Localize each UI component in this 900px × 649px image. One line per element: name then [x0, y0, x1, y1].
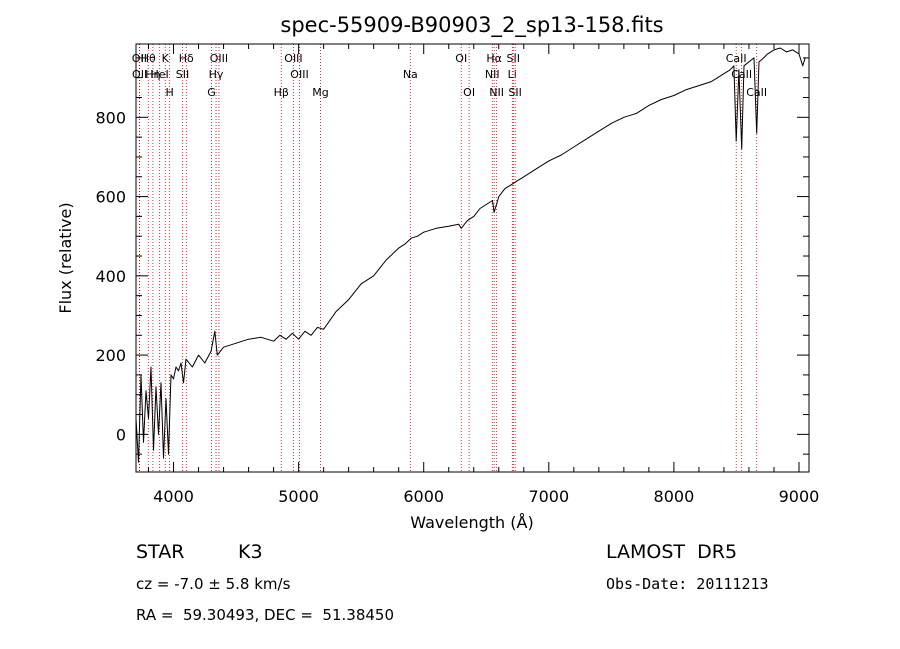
y-tick-label: 200 — [95, 346, 126, 365]
flux-line — [135, 47, 806, 463]
spectral-line-label: HeI — [150, 68, 168, 81]
spectral-line-label: OI — [463, 86, 475, 99]
object-class: STAR — [136, 541, 184, 563]
ra-dec: RA = 59.30493, DEC = 51.38450 — [136, 606, 394, 624]
survey-label: LAMOST DR5 — [606, 541, 737, 563]
spectral-line-label: Li — [508, 68, 517, 81]
spectral-line-label: Hβ — [274, 86, 289, 99]
x-tick-label: 9000 — [779, 487, 820, 506]
plot-frame — [135, 43, 810, 473]
spectral-line-label: Hα — [486, 52, 502, 65]
spectral-line-label: Hθ — [141, 52, 156, 65]
spectral-line-label: OIII — [290, 68, 308, 81]
y-tick-label: 800 — [95, 108, 126, 127]
spectral-line-label: CaII — [726, 52, 747, 65]
x-tick-label: 4000 — [153, 487, 194, 506]
x-axis-label: Wavelength (Å) — [410, 513, 533, 532]
spectral-line-label: SII — [507, 52, 520, 65]
y-tick-label: 400 — [95, 267, 126, 286]
spectral-line-label: Mg — [312, 86, 328, 99]
object-subclass: K3 — [238, 541, 263, 563]
x-tick-label: 8000 — [654, 487, 695, 506]
spectral-line-label: OI — [455, 52, 467, 65]
x-tick-label: 5000 — [278, 487, 319, 506]
spectral-line-label: H — [166, 86, 174, 99]
spectral-line-label: CaII — [731, 68, 752, 81]
spectral-line-label: CaII — [746, 86, 767, 99]
spectral-line-label: Na — [403, 68, 418, 81]
axis-ticks: 4000 5000 6000 7000 8000 9000 0 200 400 600 800 — [95, 44, 819, 506]
y-axis-label: Flux (relative) — [56, 202, 75, 313]
spectral-line-label: OIII — [210, 52, 228, 65]
obs-date: Obs-Date: 20111213 — [606, 575, 769, 593]
spectral-line-label: G — [207, 86, 216, 99]
spectral-line-label: Hη — [145, 68, 160, 81]
x-tick-label: 6000 — [403, 487, 444, 506]
flux-series — [135, 47, 806, 463]
y-tick-label: 0 — [116, 425, 126, 444]
chart-title: spec-55909-B90903_2_sp13-158.fits — [280, 13, 663, 38]
spectral-line-label: SII — [176, 68, 189, 81]
spectral-line-label: K — [162, 52, 170, 65]
spectral-line-label: Hδ — [179, 52, 194, 65]
spectral-line-label: NII — [489, 86, 504, 99]
x-tick-label: 7000 — [528, 487, 569, 506]
spectral-line-label: OIII — [284, 52, 302, 65]
y-tick-label: 600 — [95, 188, 126, 207]
spectral-line-label: Hγ — [209, 68, 224, 81]
spectral-line-label: NII — [485, 68, 500, 81]
spectral-line-label: SII — [508, 86, 521, 99]
redshift-cz: cz = -7.0 ± 5.8 km/s — [136, 575, 291, 593]
